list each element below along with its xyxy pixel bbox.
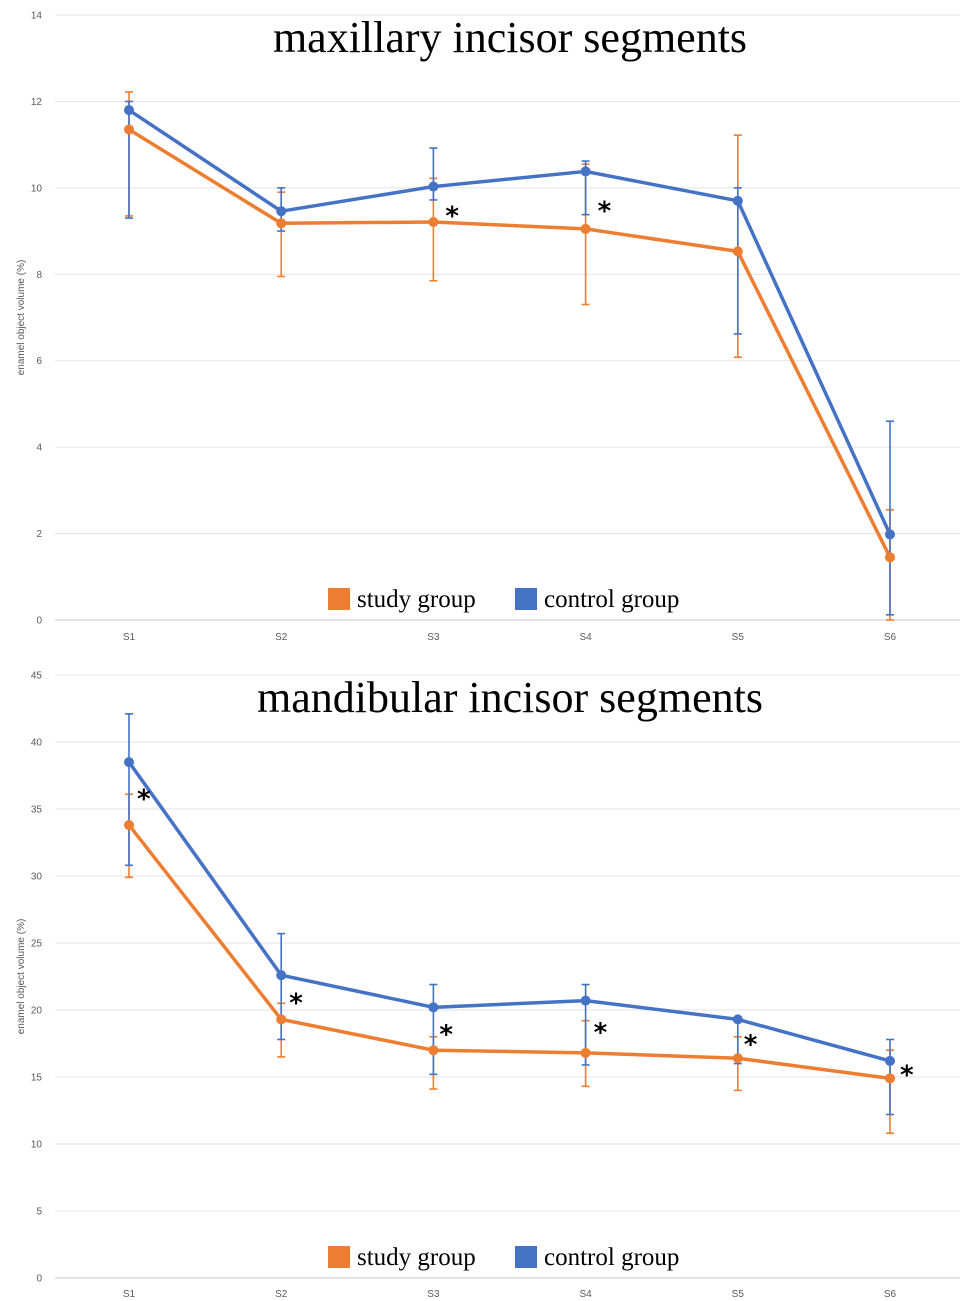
data-point-study <box>580 223 591 234</box>
x-tick-label: S6 <box>884 1289 897 1300</box>
series-line-control <box>127 761 891 1063</box>
y-tick-label: 10 <box>31 183 43 194</box>
y-tick-label: 14 <box>31 11 43 22</box>
data-point-control <box>428 181 439 192</box>
legend-swatch-study <box>328 588 350 610</box>
y-tick-label: 6 <box>36 356 42 367</box>
x-tick-label: S3 <box>427 1289 440 1300</box>
legend-swatch-control <box>515 1246 537 1268</box>
significance-marker: * <box>289 988 303 1018</box>
legend-label-study: study group <box>357 1244 476 1271</box>
y-tick-label: 15 <box>31 1073 43 1084</box>
legend-swatch-study <box>328 1246 350 1268</box>
data-point-study <box>276 1014 287 1025</box>
series-line-study <box>128 128 892 559</box>
legend-swatch-control <box>515 588 537 610</box>
series-line-control <box>128 108 892 536</box>
data-point-study <box>124 124 134 135</box>
y-tick-label: 10 <box>31 1140 43 1151</box>
legend-label-control: control group <box>544 1244 679 1271</box>
data-point-study <box>732 1053 743 1064</box>
data-point-study <box>276 218 287 229</box>
significance-marker: * <box>439 1020 453 1050</box>
y-tick-label: 0 <box>36 616 42 627</box>
significance-marker: * <box>137 785 151 815</box>
data-point-control <box>580 995 591 1006</box>
y-tick-label: 8 <box>36 270 42 281</box>
data-point-study <box>428 216 439 227</box>
data-point-study <box>885 552 895 563</box>
data-point-study <box>124 820 134 831</box>
data-point-study <box>885 1073 895 1084</box>
data-point-study <box>580 1047 591 1058</box>
x-tick-label: S6 <box>884 632 897 643</box>
data-point-control <box>428 1002 439 1013</box>
data-point-control <box>124 757 134 768</box>
x-tick-label: S5 <box>732 1289 745 1300</box>
data-point-control <box>732 195 743 206</box>
x-tick-label: S2 <box>275 632 288 643</box>
y-tick-label: 4 <box>36 443 42 454</box>
significance-marker: * <box>598 196 612 226</box>
legend-label-control: control group <box>544 586 679 613</box>
significance-marker: * <box>445 202 459 232</box>
significance-marker: * <box>594 1018 608 1048</box>
data-point-control <box>732 1014 743 1025</box>
y-tick-label: 2 <box>36 529 42 540</box>
x-tick-label: S4 <box>579 632 592 643</box>
significance-marker: * <box>900 1061 914 1091</box>
y-tick-label: 35 <box>31 805 43 816</box>
y-axis-label: enamel object volume (%) <box>16 260 27 376</box>
data-point-control <box>124 105 134 116</box>
y-tick-label: 25 <box>31 939 43 950</box>
data-point-control <box>580 166 591 177</box>
y-tick-label: 45 <box>31 671 43 682</box>
x-tick-label: S4 <box>579 1289 592 1300</box>
legend-label-study: study group <box>357 586 476 613</box>
y-tick-label: 12 <box>31 97 43 108</box>
chart-title: maxillary incisor segments <box>273 13 747 62</box>
y-tick-label: 30 <box>31 872 43 883</box>
y-tick-label: 20 <box>31 1006 43 1017</box>
data-point-control <box>885 529 895 540</box>
data-point-study <box>428 1045 439 1056</box>
x-tick-label: S1 <box>123 632 136 643</box>
data-point-control <box>885 1055 895 1066</box>
y-tick-label: 5 <box>36 1207 42 1218</box>
chart-title: mandibular incisor segments <box>257 673 763 722</box>
y-axis-label: enamel object volume (%) <box>16 919 27 1035</box>
x-tick-label: S3 <box>427 632 440 643</box>
data-point-control <box>276 206 287 217</box>
y-tick-label: 40 <box>31 738 43 749</box>
x-tick-label: S1 <box>123 1289 136 1300</box>
significance-marker: * <box>744 1030 758 1060</box>
data-point-study <box>732 246 743 257</box>
x-tick-label: S2 <box>275 1289 288 1300</box>
y-tick-label: 0 <box>36 1274 42 1285</box>
series-line-study <box>127 824 891 1081</box>
x-tick-label: S5 <box>732 632 745 643</box>
data-point-control <box>276 970 287 981</box>
